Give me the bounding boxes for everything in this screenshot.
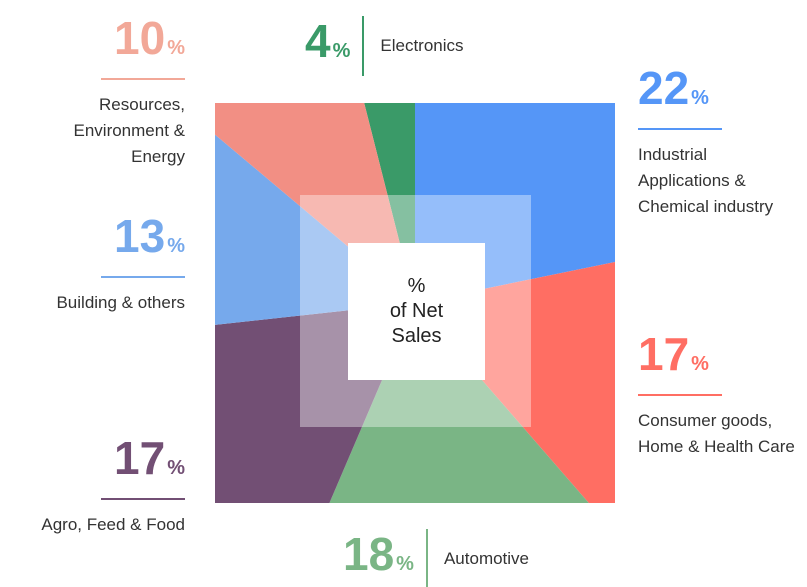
segment-name: Electronics [380,36,464,55]
percent: 17% [638,328,722,396]
percent: 4% [305,15,350,77]
segment-name: Building & others [56,293,185,312]
percent-unit: % [167,457,185,479]
percent-row: 13% [5,210,185,278]
percent-row: 10% [35,12,185,80]
center-box: % of Net Sales [348,243,485,380]
percent-unit: % [396,553,414,575]
segment-label: 17% Agro, Feed & Food [5,432,185,538]
segment-name: Automotive [443,549,530,568]
percent: 13% [101,210,185,278]
percent-unit: % [332,40,351,62]
segment-name: Consumer goods, Home & Health Care [638,411,795,456]
percent: 18% [343,528,414,587]
percent-value: 17 [638,328,690,380]
segment-label: 10% Resources, Environment & Energy [35,12,185,170]
percent-value: 17 [114,432,166,484]
segment-label: 22% Industrial Applications & Chemical in… [638,62,788,220]
percent: 10% [101,12,185,80]
percent-value: 22 [638,62,690,114]
center-label: Sales [391,325,442,347]
wedge [364,103,415,303]
percent-value: 13 [114,210,166,262]
percent-unit: % [691,353,709,375]
percent-value: 18 [343,528,395,580]
divider [425,529,428,587]
percent-unit: % [167,235,185,257]
divider [362,16,365,76]
segment-label: 17% Consumer goods, Home & Health Care [638,328,807,460]
percent-unit: % [167,37,185,59]
percent-unit: % [691,87,709,109]
percent-row: 17% [638,328,807,396]
center-label: of Net [389,300,444,322]
segment-label: 4% Electronics [305,15,464,77]
segment-name: Industrial Applications & Chemical indus… [638,145,774,216]
center-label: % [407,275,426,297]
percent-row: 17% [5,432,185,500]
percent-value: 4 [305,15,331,67]
segment-name: Agro, Feed & Food [41,515,185,534]
segment-name: Resources, Environment & Energy [73,95,186,166]
percent-row: 22% [638,62,788,130]
percent: 17% [101,432,185,500]
percent: 22% [638,62,722,130]
segment-label: 18% Automotive [343,528,529,587]
percent-value: 10 [114,12,166,64]
segment-label: 13% Building & others [5,210,185,316]
